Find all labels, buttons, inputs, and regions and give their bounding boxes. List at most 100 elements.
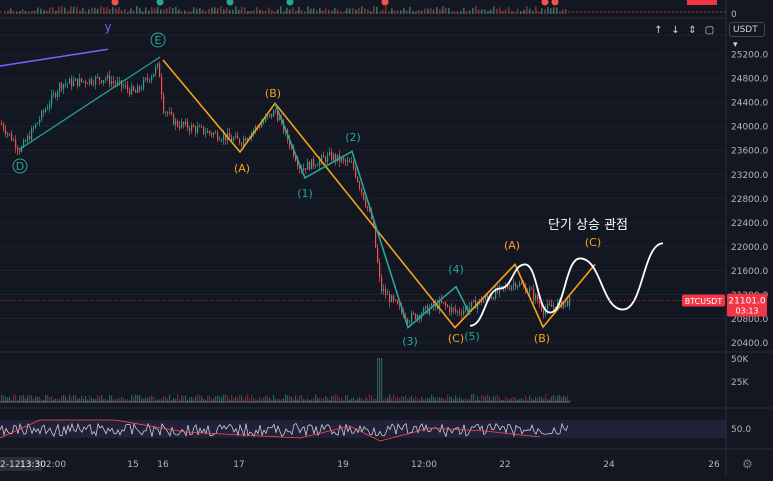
candle-body	[335, 154, 337, 161]
x-tick-label: 16	[157, 460, 169, 470]
volume-bar	[367, 398, 369, 402]
candle-body	[93, 83, 95, 85]
candle-body	[61, 83, 63, 89]
volume-bar	[427, 397, 429, 402]
candle-body	[375, 226, 377, 248]
candle-body	[309, 161, 311, 170]
volume-bar	[247, 394, 249, 402]
strip-bar	[517, 8, 519, 14]
strip-bar	[502, 10, 504, 14]
volume-bar	[73, 394, 75, 402]
candle-body	[307, 161, 309, 170]
volume-bar	[555, 397, 557, 402]
volume-bar	[471, 394, 473, 402]
strip-bar	[415, 11, 417, 14]
volume-bar	[501, 399, 503, 402]
strip-bar	[277, 9, 279, 14]
wave-label-abc2: (C)	[585, 236, 601, 249]
currency-button[interactable]: USDT ▾	[729, 22, 765, 50]
candle-body	[567, 300, 569, 306]
candle-body	[463, 310, 465, 315]
candle-body	[395, 299, 397, 301]
vertical-arrows-icon[interactable]: ⇕	[688, 25, 697, 36]
volume-bar	[175, 398, 177, 402]
strip-bar	[19, 11, 21, 14]
strip-bar	[163, 9, 165, 14]
strip-bar	[481, 9, 483, 14]
arrow-up-icon[interactable]: ↑	[654, 25, 663, 36]
volume-bar	[407, 399, 409, 402]
candle-body	[103, 80, 105, 83]
volume-bar	[297, 399, 299, 402]
candle-body	[349, 160, 351, 163]
strip-bar	[532, 10, 534, 14]
candle-body	[455, 309, 457, 312]
strip-bar	[202, 9, 204, 14]
volume-bar	[403, 396, 405, 402]
strip-bar	[550, 8, 552, 14]
strip-bar	[358, 8, 360, 14]
strip-bar	[367, 9, 369, 14]
strip-bar	[244, 7, 246, 14]
volume-bar	[153, 396, 155, 402]
candle-body	[319, 160, 321, 166]
arrow-down-icon[interactable]: ↓	[671, 25, 680, 36]
volume-bar	[417, 397, 419, 402]
volume-bar	[85, 396, 87, 402]
top-red-tag	[687, 0, 717, 5]
candle-body	[269, 113, 271, 116]
volume-bar	[137, 395, 139, 402]
volume-bar	[197, 394, 199, 402]
candle-body	[537, 295, 539, 302]
volume-bar	[329, 399, 331, 402]
volume-bar	[1, 394, 3, 402]
strip-marker	[286, 0, 294, 6]
candle-body	[517, 286, 519, 288]
volume-bar	[347, 395, 349, 402]
orange-abc-line	[162, 59, 596, 329]
volume-bar	[439, 397, 441, 402]
wave-labels: D Ey (A) (B) (C) (1) (2) (3) (5) (4) (A) (B) (C) 단기 상…	[12, 20, 628, 348]
candle-body	[77, 78, 79, 86]
candle-body	[17, 147, 19, 150]
strip-bar	[256, 6, 258, 14]
volume-bar	[181, 395, 183, 402]
candle-body	[113, 81, 115, 83]
candle-body	[261, 123, 263, 128]
candle-body	[461, 313, 463, 315]
strip-bar	[55, 10, 57, 14]
strip-bar	[325, 8, 327, 14]
volume-bar	[489, 396, 491, 402]
volume-bar	[141, 398, 143, 402]
volume-bar	[331, 395, 333, 402]
volume-bar	[363, 399, 365, 402]
volume-bar	[149, 396, 151, 402]
volume-bar	[125, 399, 127, 402]
teal-channel-line	[19, 56, 161, 150]
volume-bar	[119, 397, 121, 402]
volume-bar	[327, 397, 329, 402]
candle-body	[131, 86, 133, 95]
strip-bar	[352, 8, 354, 14]
volume-bar	[275, 399, 277, 402]
candle-body	[119, 80, 121, 82]
strip-bar	[457, 11, 459, 14]
volume-bar	[483, 395, 485, 402]
candle-body	[107, 75, 109, 79]
gear-icon[interactable]: ⚙	[742, 457, 753, 471]
volume-bar	[209, 396, 211, 402]
volume-bar	[81, 395, 83, 402]
volume-bar	[423, 399, 425, 402]
volume-bar	[27, 395, 29, 402]
strip-bar	[295, 10, 297, 14]
volume-bar	[447, 394, 449, 402]
candle-body	[215, 132, 217, 134]
strip-bar	[217, 7, 219, 14]
candle-body	[55, 93, 57, 97]
candle-body	[337, 154, 339, 161]
strip-bar	[109, 8, 111, 14]
candle-body	[83, 81, 85, 82]
volume-bar	[47, 395, 49, 402]
square-icon[interactable]: ▢	[704, 25, 715, 36]
